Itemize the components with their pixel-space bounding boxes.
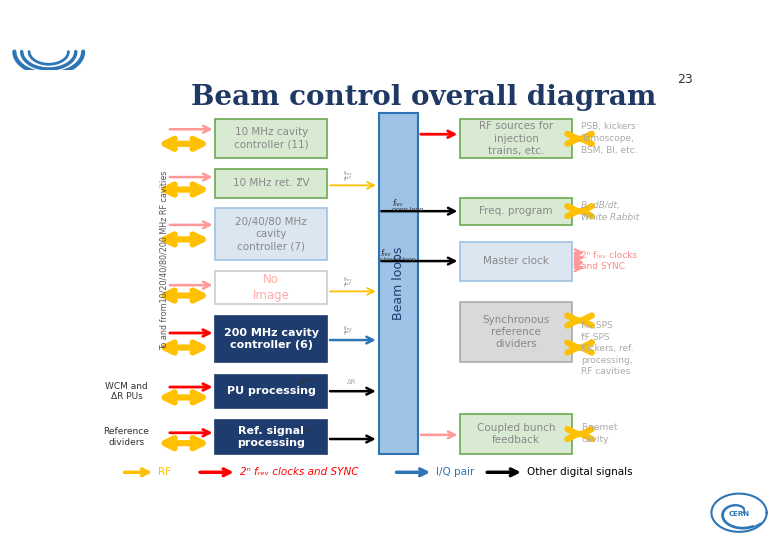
Text: RF: RF [158,467,171,477]
Bar [215,271,328,304]
Text: To and from10/20/40/80/200 MHz RF cavities: To and from10/20/40/80/200 MHz RF caviti… [159,171,168,350]
Text: open loop: open loop [392,207,424,212]
Text: I/Q pair: I/Q pair [436,467,474,477]
Text: 23: 23 [677,73,693,86]
Bar [215,119,328,158]
Text: ΔR: ΔR [346,379,356,384]
Text: RF sources for
injection
trains, etc.: RF sources for injection trains, etc. [479,121,553,156]
Text: CERN: CERN [729,511,750,517]
Text: Beam control overall diagram: Beam control overall diagram [191,84,657,111]
Text: B, dB/dt,
White Rabbit: B, dB/dt, White Rabbit [581,201,640,221]
Text: Other digital signals: Other digital signals [526,467,633,477]
Bar [460,241,572,281]
Text: Freq. program: Freq. program [480,206,553,217]
Bar [215,316,328,362]
Bar [460,198,572,225]
Text: Ref. signal
processing: Ref. signal processing [237,426,305,448]
Bar [460,119,572,158]
Bar [215,375,328,408]
Text: Reference
dividers: Reference dividers [104,427,150,447]
Text: fᵣₑᵥ,SPS
fᴵF,SPS: fᵣₑᵥ,SPS fᴵF,SPS [581,321,614,342]
Text: fᵣₑᵥ
fᴵᵃᵀ: fᵣₑᵥ fᴵᵃᵀ [344,326,353,336]
Text: 2ⁿ fᵣₑᵥ clocks and SYNC: 2ⁿ fᵣₑᵥ clocks and SYNC [239,467,358,477]
Text: 20/40/80 MHz
cavity
controller (7): 20/40/80 MHz cavity controller (7) [236,217,307,252]
Text: Beam loops: Beam loops [392,246,405,320]
Text: φᴿᵈ: φᴿᵈ [303,427,313,434]
Bar [378,113,418,454]
Text: 200 MHz cavity
controller (6): 200 MHz cavity controller (6) [224,328,319,350]
Text: Finemet
cavity: Finemet cavity [581,423,618,444]
Bar [460,302,572,362]
Text: Master clock: Master clock [483,256,549,266]
Text: 10 MHz cavity
controller (11): 10 MHz cavity controller (11) [234,127,309,150]
Bar [460,414,572,454]
Bar [215,168,328,198]
Text: fᵣₑᵥ: fᵣₑᵥ [392,199,403,208]
Text: 2ⁿ fᵣₑᵥ clocks
and SYNC: 2ⁿ fᵣₑᵥ clocks and SYNC [581,251,637,272]
Bar [215,208,328,260]
Text: PU processing: PU processing [227,386,316,396]
Text: 10 MHz ret. Σ⃗V: 10 MHz ret. Σ⃗V [233,178,310,188]
Text: PSB, kickers
Tomoscope,
BSM, BI, etc.: PSB, kickers Tomoscope, BSM, BI, etc. [581,122,638,154]
Text: Kickers, ref.
processing,
RF cavities: Kickers, ref. processing, RF cavities [581,344,633,376]
Text: fᵣₑᵥ: fᵣₑᵥ [381,249,392,258]
Text: closed loop: closed loop [381,257,417,262]
Text: WCM and
ΔR PUs: WCM and ΔR PUs [105,381,148,401]
Text: fᵣₑᵥ
fᴵᵃᵀ: fᵣₑᵥ fᴵᵃᵀ [344,171,353,182]
Bar [215,420,328,454]
Text: Coupled bunch
feedback: Coupled bunch feedback [477,423,555,445]
Text: φᵇᵉᵃᵐ: φᵇᵉᵃᵐ [299,377,317,384]
Text: fᵣₑᵥ
fᴵᵃᵀ: fᵣₑᵥ fᴵᵃᵀ [344,277,353,288]
Text: Synchronous
reference
dividers: Synchronous reference dividers [482,315,550,349]
Text: No
Image: No Image [253,273,289,302]
